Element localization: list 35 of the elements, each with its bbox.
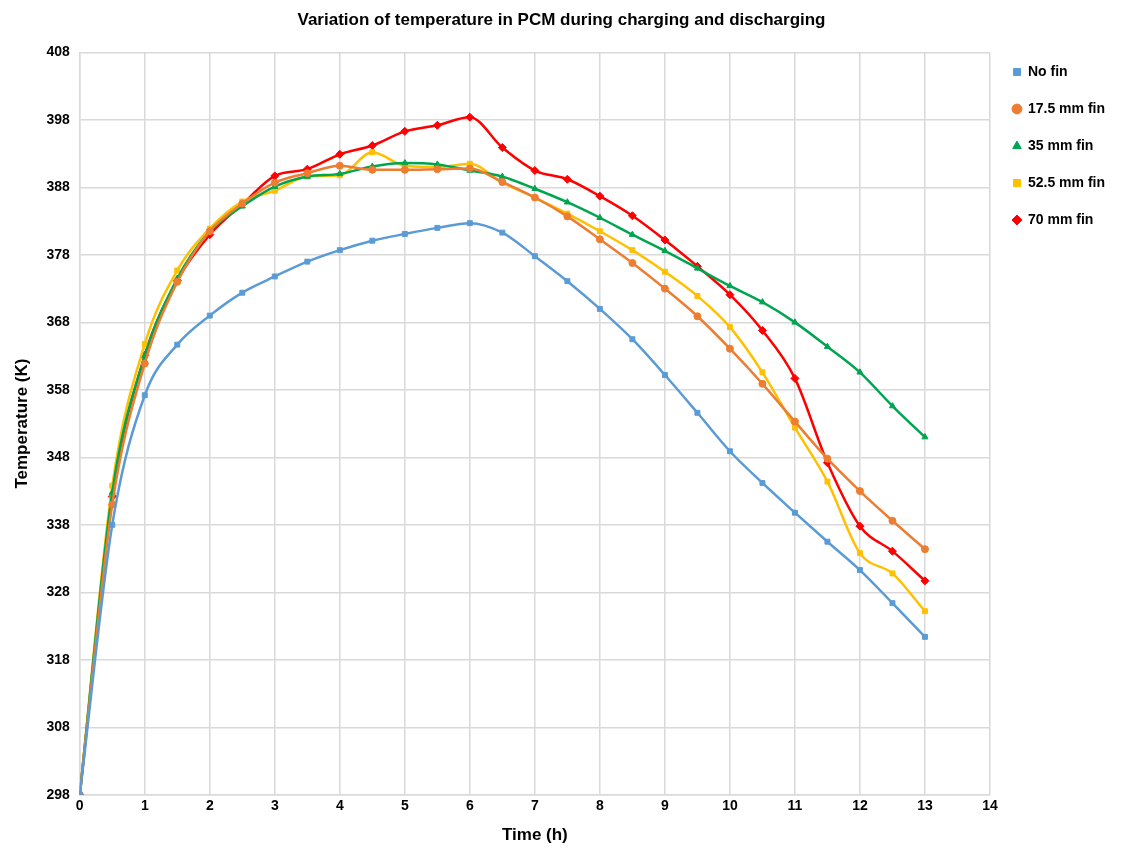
legend-label: 52.5 mm fin [1027,173,1105,190]
y-tick-label: 408 [46,43,70,60]
legend-label: 17.5 mm fin [1027,99,1105,116]
y-tick-label: 338 [46,515,70,532]
y-tick-label: 308 [46,718,70,735]
y-tick-label: 378 [46,245,70,262]
x-tick-label: 10 [722,797,738,814]
legend-label: No fin [1027,62,1068,79]
x-tick-label: 2 [205,797,214,814]
x-tick-label: 12 [852,797,868,814]
y-tick-label: 368 [46,313,70,330]
x-tick-label: 3 [270,797,279,814]
y-axis-title: Temperature (K) [11,358,31,489]
x-tick-label: 13 [917,797,933,814]
y-tick-label: 398 [46,110,70,127]
y-tick-label: 388 [46,178,70,195]
x-tick-label: 0 [75,797,84,814]
y-tick-label: 298 [46,785,70,802]
x-tick-label: 11 [787,797,803,814]
y-tick-label: 358 [46,380,70,397]
y-tick-label: 348 [46,448,70,465]
legend-label: 35 mm fin [1027,136,1094,153]
x-tick-label: 8 [595,797,604,814]
x-tick-label: 9 [661,797,669,814]
x-tick-label: 14 [982,797,998,814]
x-tick-label: 4 [335,797,344,814]
y-tick-label: 318 [46,650,70,667]
x-tick-label: 5 [400,797,409,814]
x-tick-label: 1 [140,797,149,814]
x-axis-title: Time (h) [501,825,568,845]
legend-label: 70 mm fin [1027,210,1094,227]
y-tick-label: 328 [46,583,70,600]
chart-title: Variation of temperature in PCM during charging and discharging [297,9,826,29]
x-tick-label: 7 [530,797,539,814]
x-tick-label: 6 [465,797,474,814]
